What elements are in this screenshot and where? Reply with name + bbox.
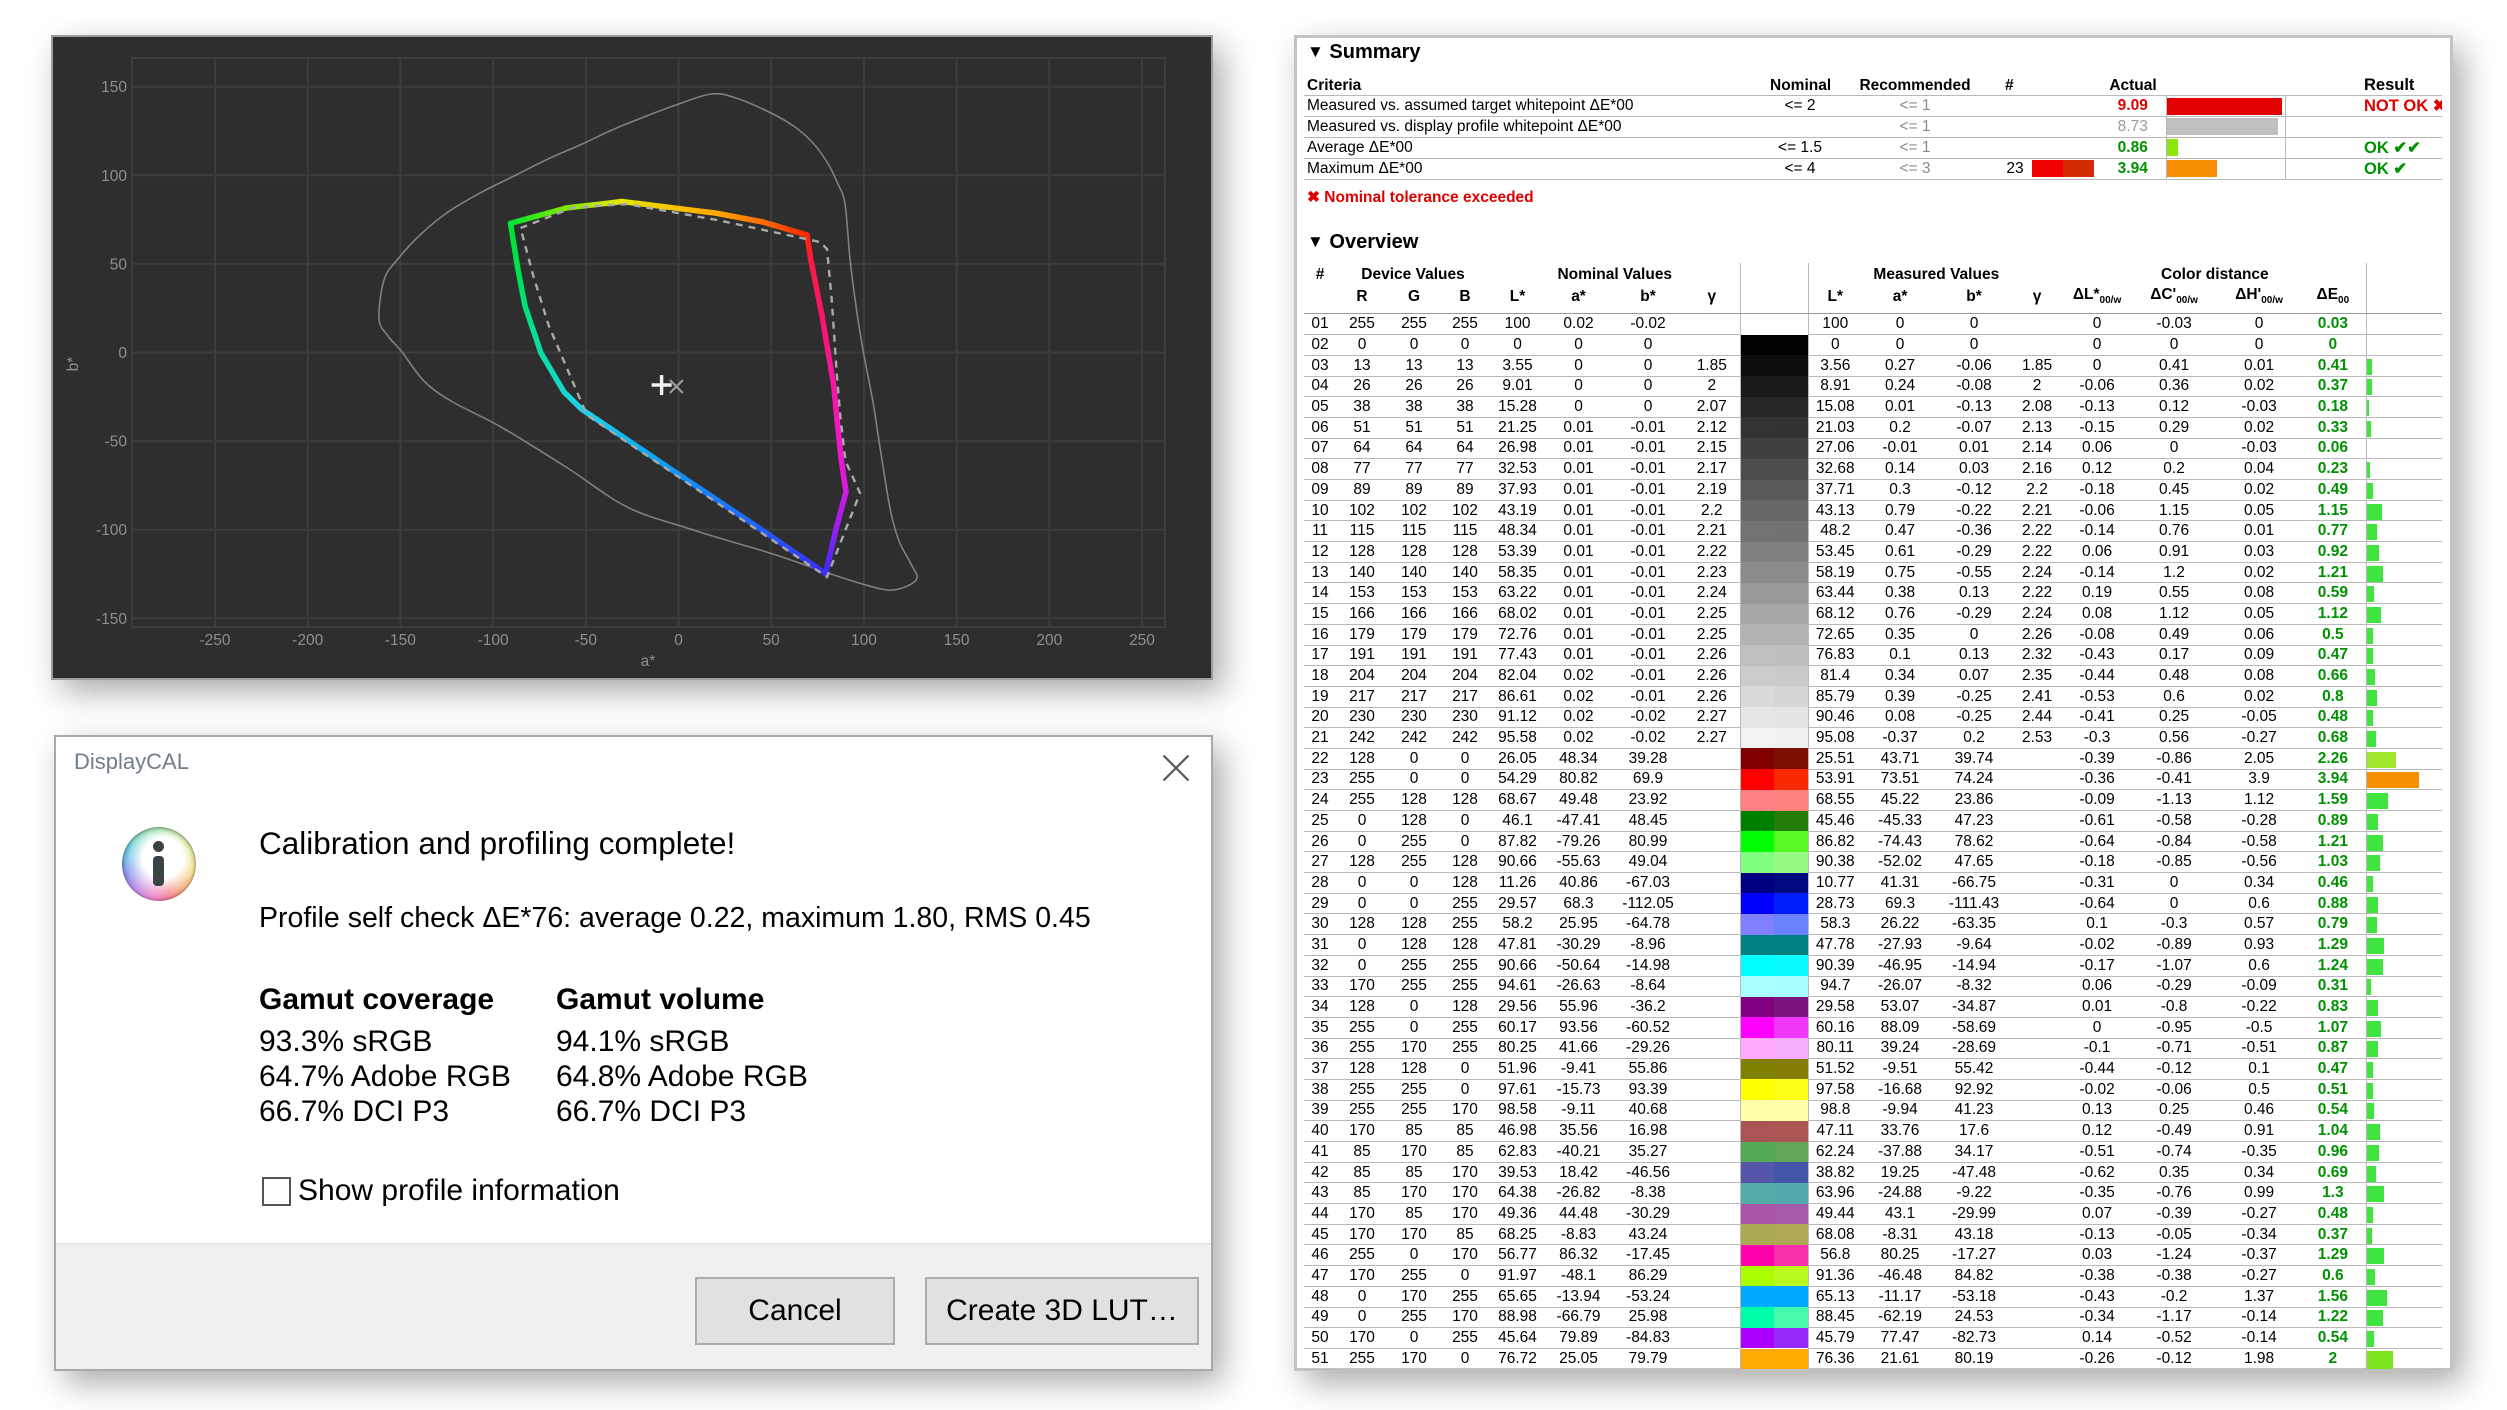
svg-text:150: 150 xyxy=(944,632,970,649)
svg-text:-50: -50 xyxy=(575,632,598,649)
svg-text:-50: -50 xyxy=(105,434,128,451)
svg-text:-250: -250 xyxy=(199,632,230,649)
svg-text:-100: -100 xyxy=(478,632,509,649)
svg-text:100: 100 xyxy=(851,632,877,649)
svg-text:-200: -200 xyxy=(292,632,323,649)
svg-text:0: 0 xyxy=(674,632,683,649)
svg-text:200: 200 xyxy=(1036,632,1062,649)
svg-text:-150: -150 xyxy=(96,611,127,628)
svg-text:250: 250 xyxy=(1129,632,1155,649)
svg-text:50: 50 xyxy=(110,256,128,273)
svg-text:150: 150 xyxy=(101,79,127,96)
svg-text:a*: a* xyxy=(641,653,656,670)
svg-text:50: 50 xyxy=(763,632,781,649)
svg-text:100: 100 xyxy=(101,168,127,185)
svg-text:0: 0 xyxy=(118,345,127,362)
svg-text:b*: b* xyxy=(65,357,82,372)
svg-text:-100: -100 xyxy=(96,522,127,539)
svg-text:-150: -150 xyxy=(385,632,416,649)
